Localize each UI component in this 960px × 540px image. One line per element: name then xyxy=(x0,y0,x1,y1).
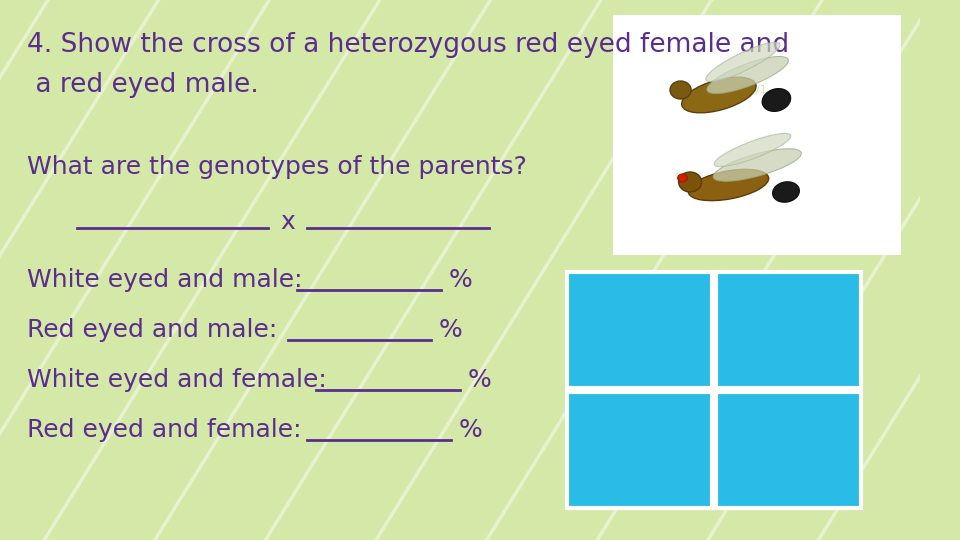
Ellipse shape xyxy=(688,170,769,201)
Bar xyxy=(716,272,861,388)
Ellipse shape xyxy=(773,182,800,202)
Ellipse shape xyxy=(679,172,702,192)
Ellipse shape xyxy=(713,148,802,181)
Text: x: x xyxy=(280,210,295,234)
Bar xyxy=(567,392,712,508)
Text: %: % xyxy=(468,368,492,392)
Bar xyxy=(613,15,901,255)
Text: 4. Show the cross of a heterozygous red eyed female and: 4. Show the cross of a heterozygous red … xyxy=(27,32,789,58)
Text: Red eyed and male:: Red eyed and male: xyxy=(27,318,277,342)
Ellipse shape xyxy=(707,57,788,93)
Bar xyxy=(567,272,712,388)
Bar xyxy=(716,392,861,508)
Ellipse shape xyxy=(714,133,791,166)
Ellipse shape xyxy=(670,81,691,99)
Ellipse shape xyxy=(762,89,790,111)
Ellipse shape xyxy=(706,42,780,82)
Ellipse shape xyxy=(678,174,687,182)
Text: What are the genotypes of the parents?: What are the genotypes of the parents? xyxy=(27,155,527,179)
Text: White eyed and female:: White eyed and female: xyxy=(27,368,326,392)
Text: White eyed and male:: White eyed and male: xyxy=(27,268,302,292)
Text: %: % xyxy=(458,418,482,442)
Text: Red eyed and female:: Red eyed and female: xyxy=(27,418,301,442)
Text: fly1: fly1 xyxy=(747,85,768,95)
Ellipse shape xyxy=(682,77,756,113)
Text: %: % xyxy=(439,318,463,342)
Text: %: % xyxy=(448,268,472,292)
Text: a red eyed male.: a red eyed male. xyxy=(27,72,258,98)
